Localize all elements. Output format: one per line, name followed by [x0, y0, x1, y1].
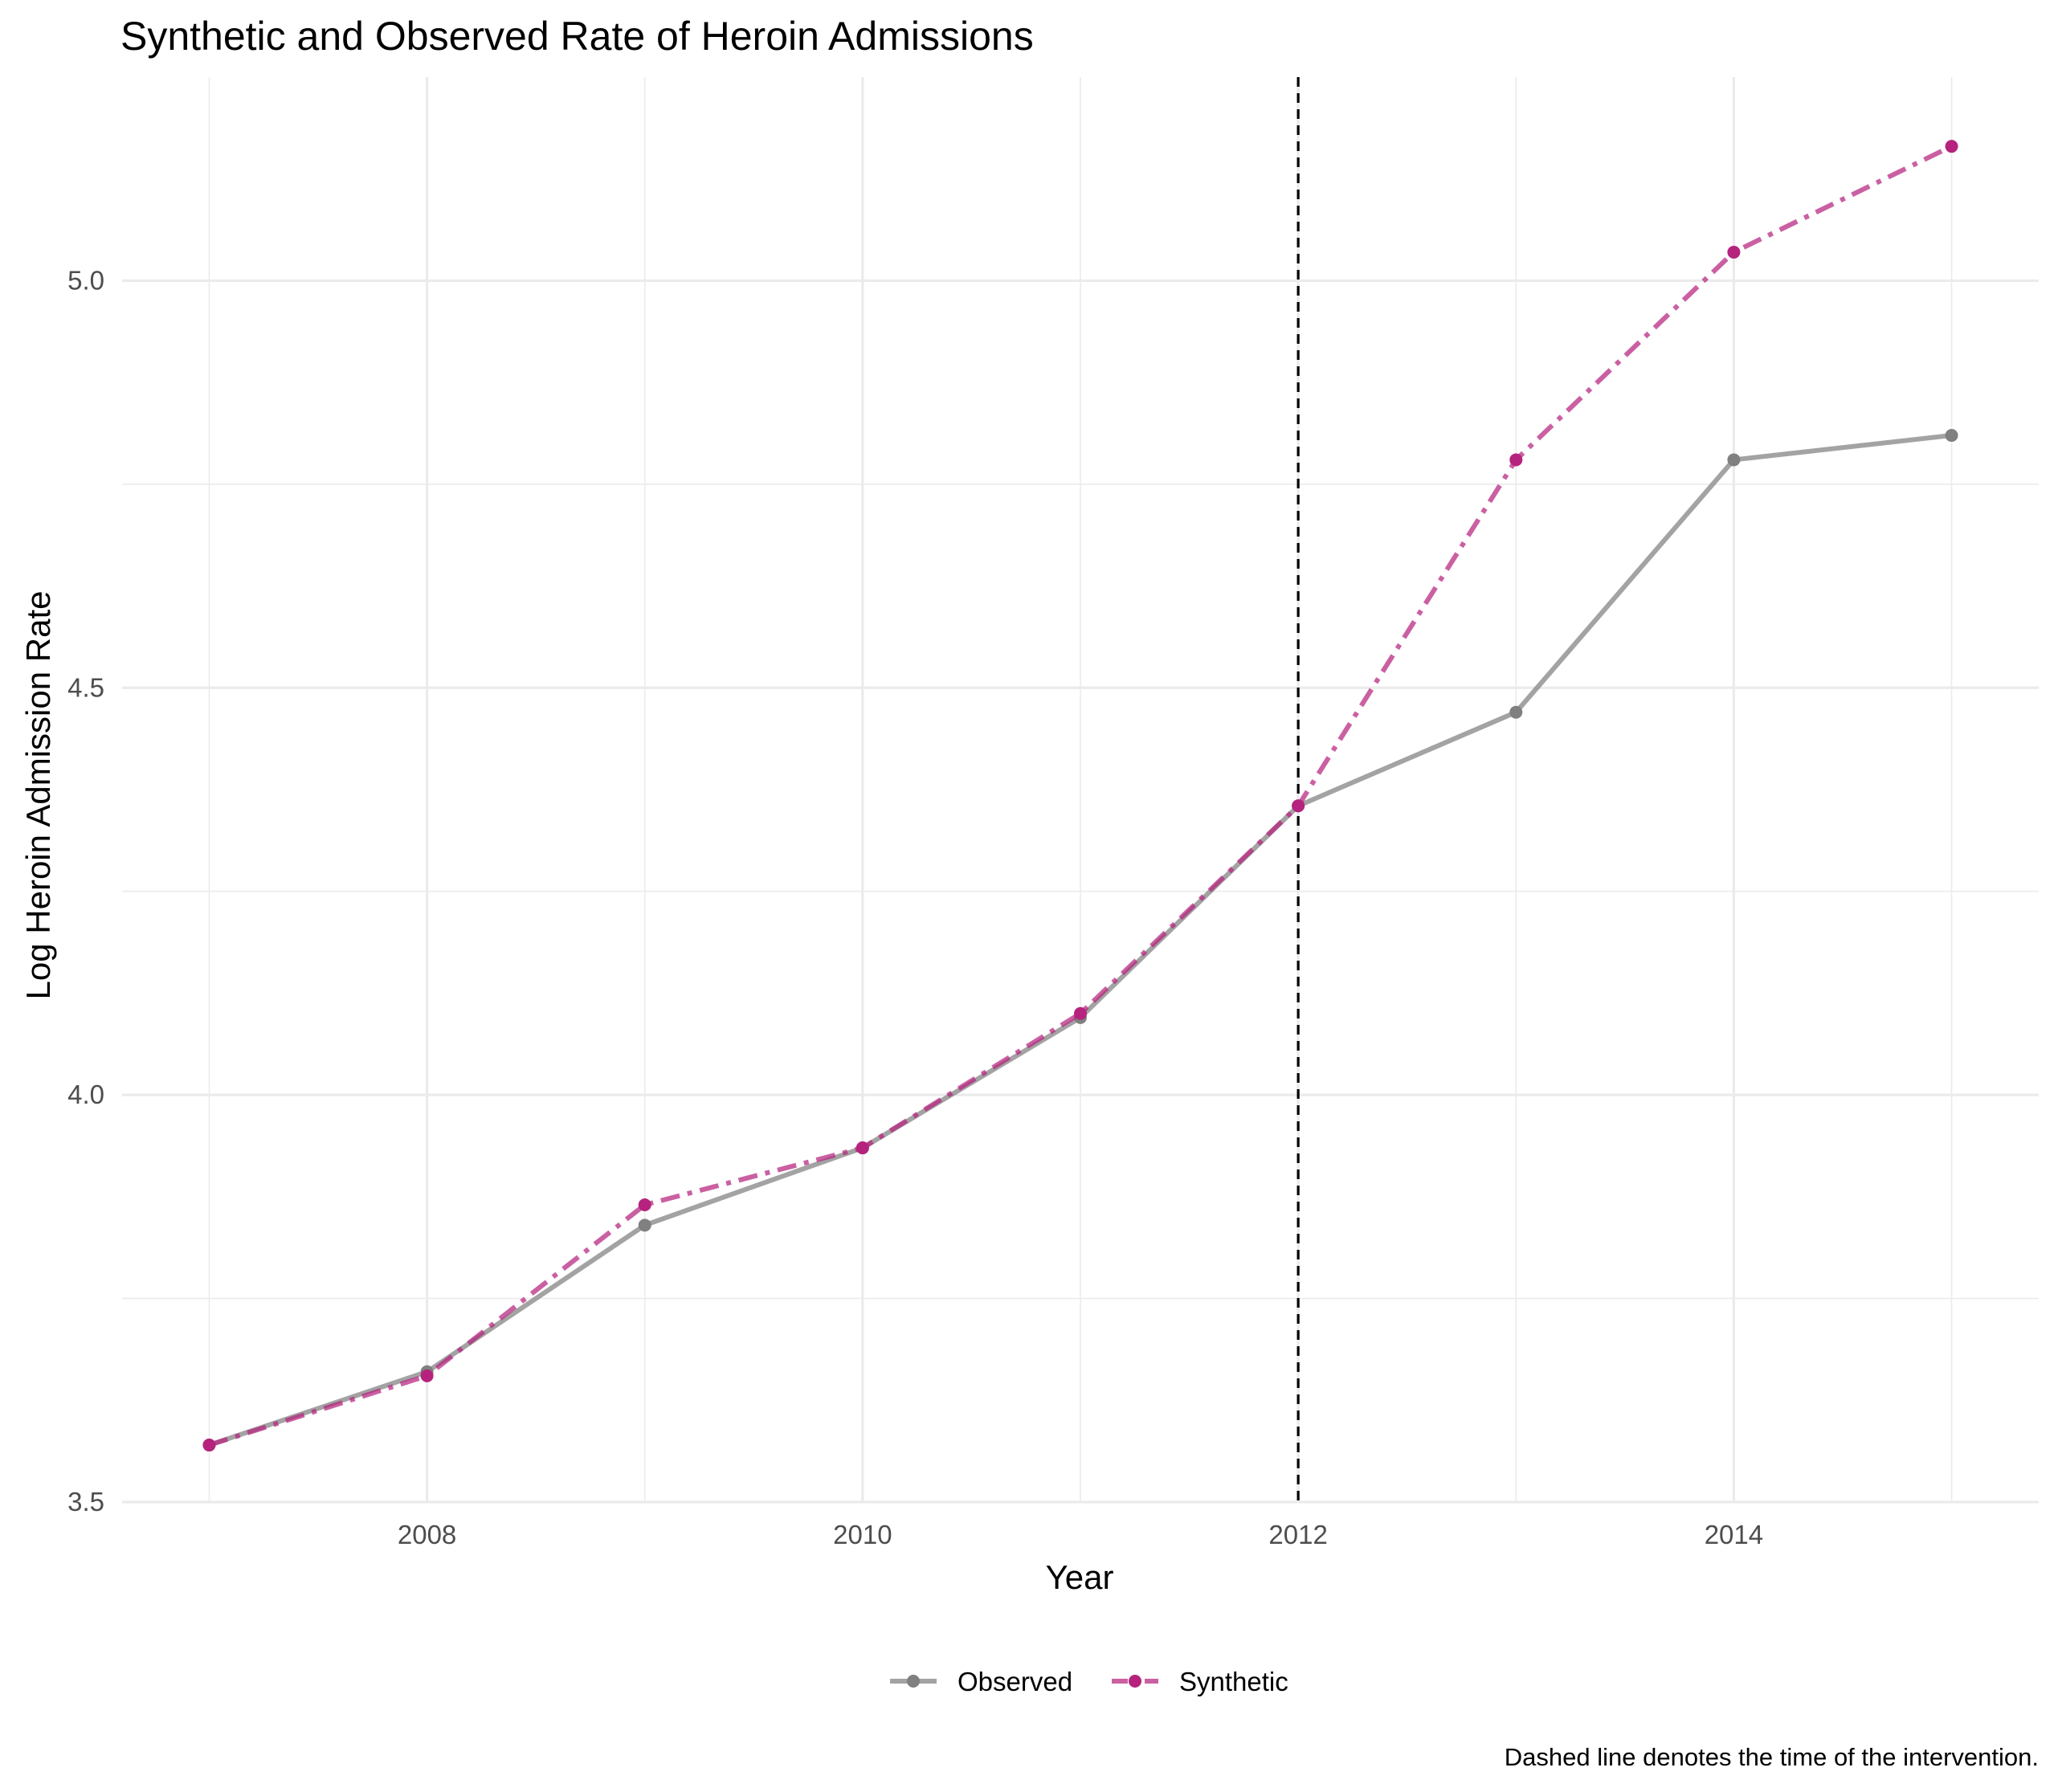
x-tick-label: 2012: [1268, 1520, 1327, 1549]
observed-point: [638, 1218, 651, 1232]
legend-observed-key-point: [907, 1675, 920, 1688]
series-layer: [202, 140, 1958, 1452]
observed-point: [1727, 453, 1741, 467]
y-axis-title: Log Heroin Admission Rate: [19, 591, 57, 1000]
synthetic-point: [1945, 140, 1958, 153]
observed-point: [1945, 429, 1958, 443]
y-tick-label: 3.5: [67, 1487, 104, 1516]
synthetic-point: [1292, 799, 1305, 813]
observed-point: [1509, 705, 1523, 719]
chart-title: Synthetic and Observed Rate of Heroin Ad…: [120, 14, 1034, 59]
x-tick-label: 2014: [1705, 1520, 1763, 1549]
synthetic-point: [1074, 1006, 1087, 1020]
x-tick-label: 2010: [833, 1520, 892, 1549]
y-tick-label: 4.5: [67, 672, 104, 702]
y-tick-label: 5.0: [67, 265, 104, 295]
synthetic-point: [420, 1369, 434, 1382]
legend-synthetic-label: Synthetic: [1179, 1667, 1288, 1696]
synthetic-point: [1509, 453, 1523, 467]
legend-observed-label: Observed: [958, 1667, 1072, 1696]
synthetic-point: [855, 1141, 869, 1155]
minor-gridlines: [122, 77, 2039, 1502]
synthetic-series-line: [208, 144, 1953, 1447]
x-axis-ticks: 2008 2010 2012 2014: [398, 1520, 1763, 1549]
legend-synthetic-key-point: [1129, 1675, 1141, 1688]
x-tick-label: 2008: [398, 1520, 456, 1549]
caption: Dashed line denotes the time of the inte…: [1505, 1743, 2039, 1771]
x-axis-title: Year: [1046, 1558, 1114, 1596]
legend: Observed Synthetic: [890, 1667, 1288, 1696]
y-axis-ticks: 3.5 4.0 4.5 5.0: [67, 265, 104, 1516]
synthetic-point: [202, 1439, 216, 1452]
synthetic-point: [638, 1198, 651, 1211]
synthetic-point: [1727, 245, 1741, 259]
y-tick-label: 4.0: [67, 1080, 104, 1109]
